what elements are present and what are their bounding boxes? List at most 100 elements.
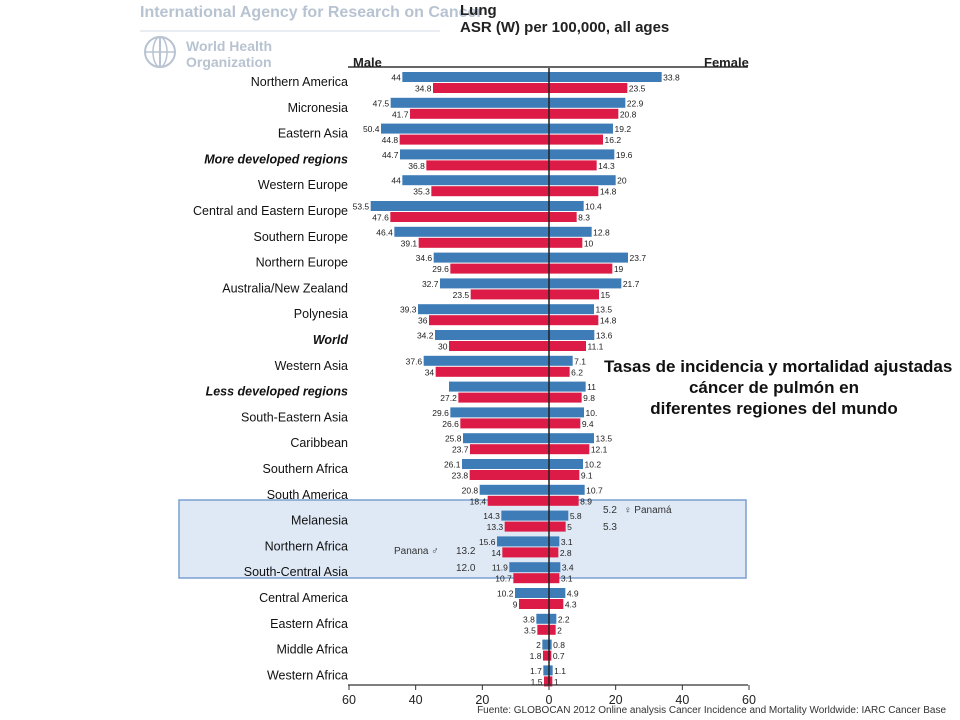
value-label-female-incidence-western-europe: 20 <box>617 176 627 186</box>
category-label-world: World <box>313 333 349 347</box>
bar-female-mortality-south-central-asia <box>549 573 560 584</box>
value-label-male-mortality-western-europe: 35.3 <box>413 187 430 197</box>
chart-subtitle: ASR (W) per 100,000, all ages <box>460 19 670 36</box>
value-label-female-mortality-northern-america: 23.5 <box>629 84 646 94</box>
category-label-western-europe: Western Europe <box>258 178 348 192</box>
category-label-melanesia: Melanesia <box>291 514 348 528</box>
category-label-australia-new-zealand: Australia/New Zealand <box>222 281 348 295</box>
bar-female-mortality-more-developed-regions <box>549 160 597 171</box>
value-label-male-mortality-australia-new-zealand: 23.5 <box>453 290 470 300</box>
bar-male-mortality-western-europe <box>431 186 549 197</box>
bar-male-incidence-western-europe <box>402 175 549 186</box>
value-label-female-incidence-northern-europe: 23.7 <box>630 253 647 263</box>
bar-female-mortality-western-africa <box>549 676 553 687</box>
value-label-male-mortality-central-and-eastern-europe: 47.6 <box>372 213 389 223</box>
category-label-western-africa: Western Africa <box>267 668 348 682</box>
bar-male-mortality-more-developed-regions <box>426 160 549 171</box>
value-label-female-mortality-middle-africa: 0.7 <box>553 651 565 661</box>
value-label-female-mortality-micronesia: 20.8 <box>620 109 637 119</box>
category-label-western-asia: Western Asia <box>275 359 348 373</box>
panama-female-incidence: 5.2 <box>603 505 617 516</box>
value-label-male-incidence-australia-new-zealand: 32.7 <box>422 279 439 289</box>
value-label-female-incidence-northern-africa: 3.1 <box>561 537 573 547</box>
value-label-male-incidence-middle-africa: 2 <box>536 640 541 650</box>
bar-female-mortality-northern-europe <box>549 263 613 274</box>
value-label-female-incidence-more-developed-regions: 19.6 <box>616 150 633 160</box>
bar-male-incidence-south-central-asia <box>509 562 549 573</box>
value-label-male-incidence-central-america: 10.2 <box>497 589 514 599</box>
value-label-female-incidence-south-central-asia: 3.4 <box>562 563 574 573</box>
value-label-female-mortality-eastern-asia: 16.2 <box>605 135 622 145</box>
bar-female-mortality-southern-africa <box>549 470 580 480</box>
bar-male-incidence-western-asia <box>423 355 549 366</box>
value-label-male-incidence-caribbean: 25.8 <box>445 434 462 444</box>
category-label-southern-europe: Southern Europe <box>253 230 348 244</box>
who-wordmark: World Health Organization <box>186 38 272 70</box>
value-label-male-mortality-south-america: 18.4 <box>470 496 487 506</box>
iarc-header: International Agency for Research on Can… <box>140 4 483 21</box>
panama-female-mortality: 5.3 <box>603 522 617 533</box>
bar-male-incidence-western-africa <box>543 665 549 676</box>
x-tick-label: 40 <box>675 693 689 707</box>
value-label-male-mortality-northern-america: 34.8 <box>415 84 432 94</box>
value-label-female-mortality-south-central-asia: 3.1 <box>561 574 573 584</box>
bar-male-mortality-eastern-asia <box>399 134 549 145</box>
bar-female-mortality-eastern-asia <box>549 134 603 145</box>
bar-female-incidence-micronesia <box>549 97 626 108</box>
bar-female-mortality-australia-new-zealand <box>549 289 599 300</box>
panama-male-label: Panana ♂ <box>394 546 439 557</box>
male-side-label: Male <box>353 55 382 70</box>
value-label-male-incidence-southern-africa: 26.1 <box>444 460 461 470</box>
value-label-male-incidence-eastern-asia: 50.4 <box>363 124 380 134</box>
overlay-caption: Tasas de incidencia y mortalidad ajustad… <box>604 356 952 419</box>
value-label-female-mortality-australia-new-zealand: 15 <box>601 290 611 300</box>
bar-female-incidence-south-eastern-asia <box>549 407 584 418</box>
value-label-male-incidence-south-america: 20.8 <box>462 485 479 495</box>
bar-female-mortality-northern-africa <box>549 547 559 558</box>
bar-female-mortality-central-america <box>549 599 564 609</box>
bar-male-mortality-world <box>449 341 549 351</box>
value-label-female-mortality-south-america: 8.9 <box>580 496 592 506</box>
bar-male-incidence-australia-new-zealand <box>440 278 549 289</box>
value-label-male-mortality-eastern-asia: 44.8 <box>382 135 399 145</box>
value-label-female-incidence-micronesia: 22.9 <box>627 98 644 108</box>
bar-female-incidence-southern-europe <box>549 226 592 237</box>
bar-female-incidence-northern-africa <box>549 536 560 547</box>
value-label-female-incidence-northern-america: 33.8 <box>663 73 680 83</box>
value-label-female-mortality-southern-europe: 10 <box>584 238 594 248</box>
chart-title: Lung <box>460 2 497 19</box>
value-label-male-mortality-world: 30 <box>438 342 448 352</box>
x-tick-label: 20 <box>609 693 623 707</box>
bar-male-mortality-western-africa <box>544 676 549 687</box>
value-label-female-mortality-western-asia: 6.2 <box>571 367 583 377</box>
value-label-male-incidence-western-africa: 1.7 <box>530 666 542 676</box>
bar-male-incidence-middle-africa <box>542 639 549 650</box>
value-label-male-mortality-polynesia: 36 <box>418 316 428 326</box>
value-label-male-incidence-northern-europe: 34.6 <box>416 253 433 263</box>
value-label-male-incidence-south-eastern-asia: 29.6 <box>432 408 449 418</box>
value-label-male-incidence-world: 34.2 <box>417 331 434 341</box>
value-label-male-incidence-northern-africa: 15.6 <box>479 537 496 547</box>
female-side-label: Female <box>704 55 749 70</box>
bar-female-incidence-south-america <box>549 484 585 495</box>
value-label-female-mortality-central-and-eastern-europe: 8.3 <box>578 213 590 223</box>
value-label-female-incidence-southern-europe: 12.8 <box>593 227 610 237</box>
bar-male-mortality-central-america <box>519 599 549 609</box>
category-label-south-america: South America <box>267 488 348 502</box>
value-label-female-incidence-australia-new-zealand: 21.7 <box>623 279 640 289</box>
category-label-eastern-africa: Eastern Africa <box>270 617 348 631</box>
bar-female-mortality-eastern-africa <box>549 624 556 635</box>
value-label-female-incidence-middle-africa: 0.8 <box>553 640 565 650</box>
bar-male-incidence-melanesia <box>501 510 549 521</box>
value-label-male-incidence-northern-america: 44 <box>391 73 401 83</box>
category-label-caribbean: Caribbean <box>290 436 348 450</box>
value-label-male-incidence-central-and-eastern-europe: 53.5 <box>353 202 370 212</box>
value-label-female-incidence-world: 13.6 <box>596 331 613 341</box>
panama-female-label: ♀ Panamá <box>624 505 672 516</box>
category-label-central-and-eastern-europe: Central and Eastern Europe <box>193 204 348 218</box>
bar-female-incidence-australia-new-zealand <box>549 278 622 289</box>
bar-male-mortality-western-asia <box>435 366 549 377</box>
category-label-south-central-asia: South-Central Asia <box>244 565 348 579</box>
bar-male-mortality-south-eastern-asia <box>460 418 549 429</box>
